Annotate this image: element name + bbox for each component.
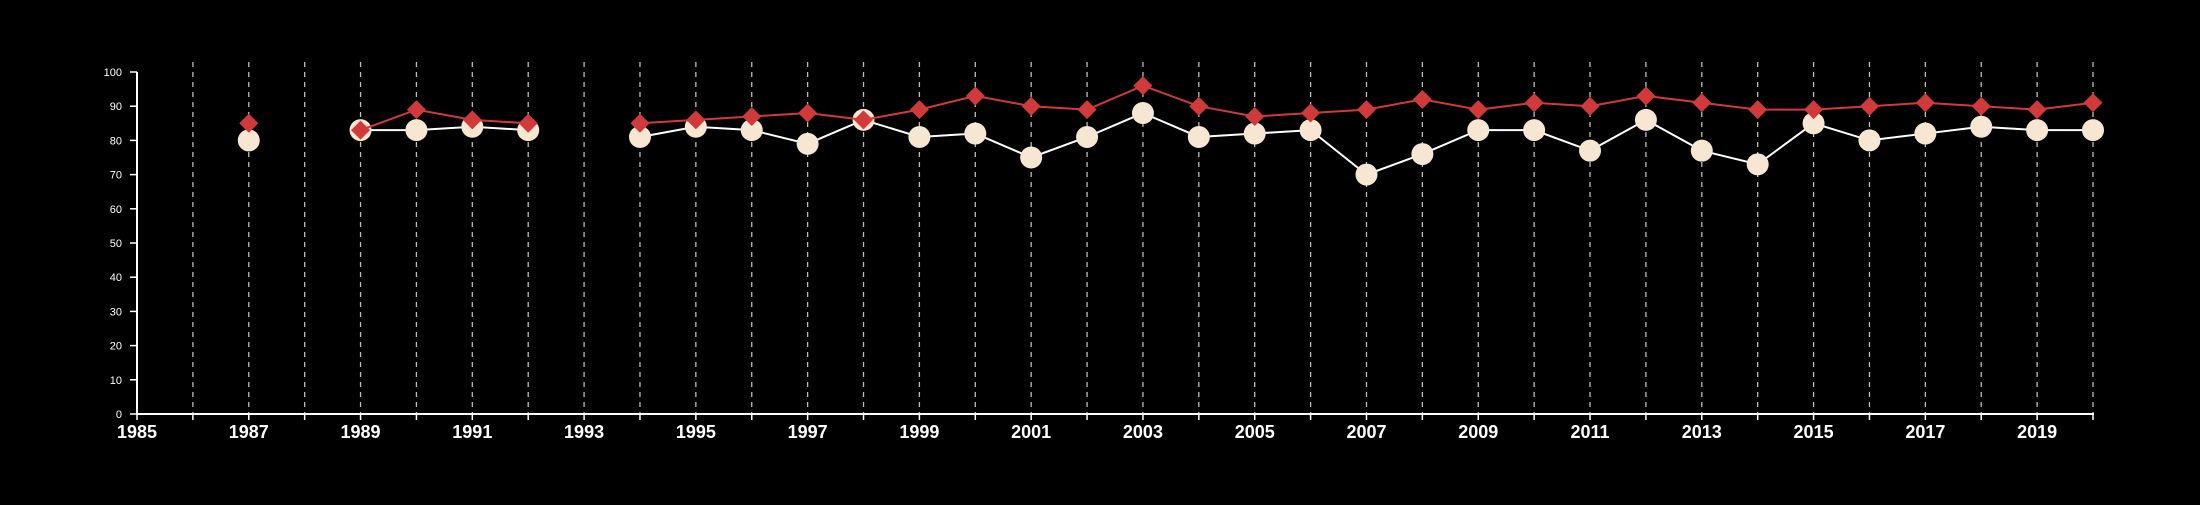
- series-2-point-2015: [1802, 112, 1825, 135]
- x-tick-label-2007: 2007: [1346, 422, 1386, 442]
- series-2-point-1990: [405, 119, 428, 142]
- series-2-point-2013: [1690, 139, 1713, 162]
- series-2-point-2012: [1634, 108, 1657, 131]
- series-2-point-2020: [2082, 119, 2104, 142]
- gridlines: [192, 62, 2094, 414]
- series-2-line-1: [360, 125, 529, 132]
- series-1-point-2002: [1077, 100, 1097, 120]
- series-1-point-2017: [1915, 93, 1935, 113]
- x-tick-label-1999: 1999: [899, 422, 939, 442]
- series-1-point-1998: [854, 110, 874, 130]
- series-2-point-2008: [1411, 143, 1434, 166]
- series-1-point-2020: [2083, 93, 2103, 113]
- series-2-point-2005: [1243, 122, 1266, 145]
- y-tick-label-80: 80: [110, 135, 122, 147]
- series-1-point-2018: [1971, 96, 1991, 116]
- y-tick-label-50: 50: [110, 238, 122, 250]
- series-2-point-2003: [1131, 102, 1154, 125]
- series-1-point-1994: [630, 113, 650, 133]
- series-2-point-2018: [1970, 115, 1993, 138]
- series-2-point-2002: [1076, 125, 1099, 148]
- series-1-point-2007: [1356, 100, 1376, 120]
- series-1-point-2010: [1524, 93, 1544, 113]
- y-tick-label-60: 60: [110, 204, 122, 216]
- series-2-point-2017: [1914, 122, 1937, 145]
- y-tick-label-40: 40: [110, 272, 122, 284]
- series-2-point-2014: [1746, 153, 1769, 176]
- axes: 0 10 20 30 40 50 60 70 80 90 100 1985 1987 1989 1991 19…: [104, 67, 2094, 442]
- x-tick-label-1993: 1993: [564, 422, 604, 442]
- x-tick-label-2015: 2015: [1794, 422, 1834, 442]
- x-tick-label-1987: 1987: [229, 422, 269, 442]
- y-tick-label-20: 20: [110, 341, 122, 353]
- series-2-point-1999: [908, 125, 931, 148]
- y-tick-label-30: 30: [110, 306, 122, 318]
- series-1-point-2015: [1804, 100, 1824, 120]
- x-tick-label-2009: 2009: [1458, 422, 1498, 442]
- series-1-point-2011: [1580, 96, 1600, 116]
- x-tick-label-2003: 2003: [1123, 422, 1163, 442]
- series-2-point-2019: [2026, 119, 2049, 142]
- x-tick-label-2019: 2019: [2017, 422, 2057, 442]
- x-tick-label-2005: 2005: [1235, 422, 1275, 442]
- series-2-point-1994: [628, 125, 651, 148]
- series-1-point-1989: [351, 120, 371, 140]
- series-1-point-1992: [518, 113, 538, 133]
- y-tick-label-70: 70: [110, 170, 122, 182]
- series-1-point-2003: [1133, 76, 1153, 96]
- series-1-point-2005: [1245, 106, 1265, 126]
- series-1-point-2019: [2027, 100, 2047, 120]
- series-1-point-2013: [1692, 93, 1712, 113]
- series-2-point-2011: [1579, 139, 1602, 162]
- series-1-point-1990: [406, 100, 426, 120]
- series-1-point-2004: [1189, 96, 1209, 116]
- series-1-line-1: [360, 108, 529, 132]
- series-1-point-2014: [1748, 100, 1768, 120]
- series-2-point-2000: [964, 122, 987, 145]
- x-tick-label-2011: 2011: [1570, 422, 1609, 442]
- series-2-point-2001: [1020, 146, 1043, 169]
- series-1-point-2016: [1859, 96, 1879, 116]
- series-2-point-2004: [1187, 125, 1210, 148]
- series-1-point-1999: [909, 100, 929, 120]
- y-tick-label-0: 0: [116, 409, 122, 421]
- series-1-point-1995: [686, 110, 706, 130]
- y-tick-label-10: 10: [110, 375, 122, 387]
- series-1-point-1991: [462, 110, 482, 130]
- series-2-point-2010: [1523, 119, 1546, 142]
- x-tick-label-1989: 1989: [341, 422, 381, 442]
- series-1-point-2008: [1412, 89, 1432, 109]
- x-tick-label-1985: 1985: [117, 422, 157, 442]
- series-1-point-2001: [1021, 96, 1041, 116]
- series-1-point-2000: [965, 86, 985, 106]
- x-tick-label-1991: 1991: [452, 422, 492, 442]
- series-1-point-2009: [1468, 100, 1488, 120]
- series-1: [239, 76, 2103, 140]
- series-2-point-1997: [796, 132, 819, 155]
- series-2-point-1996: [740, 119, 763, 142]
- x-tick-label-1995: 1995: [676, 422, 716, 442]
- series-2-point-2006: [1299, 119, 1322, 142]
- series-2: [237, 102, 2104, 186]
- series-2-point-2007: [1355, 163, 1378, 186]
- x-tick-label-1997: 1997: [788, 422, 828, 442]
- series-1-point-1996: [742, 106, 762, 126]
- series-1-point-2012: [1636, 86, 1656, 106]
- y-tick-label-90: 90: [110, 101, 122, 113]
- series-1-point-1997: [798, 103, 818, 123]
- series-2-point-1987: [237, 129, 260, 152]
- series-1-point-2006: [1301, 103, 1321, 123]
- series-2-point-2009: [1467, 119, 1490, 142]
- y-tick-label-100: 100: [104, 67, 122, 79]
- x-tick-label-2017: 2017: [1905, 422, 1945, 442]
- x-tick-label-2013: 2013: [1682, 422, 1722, 442]
- x-tick-label-2001: 2001: [1011, 422, 1051, 442]
- series-2-point-2016: [1858, 129, 1881, 152]
- series-1-point-1987: [239, 113, 259, 133]
